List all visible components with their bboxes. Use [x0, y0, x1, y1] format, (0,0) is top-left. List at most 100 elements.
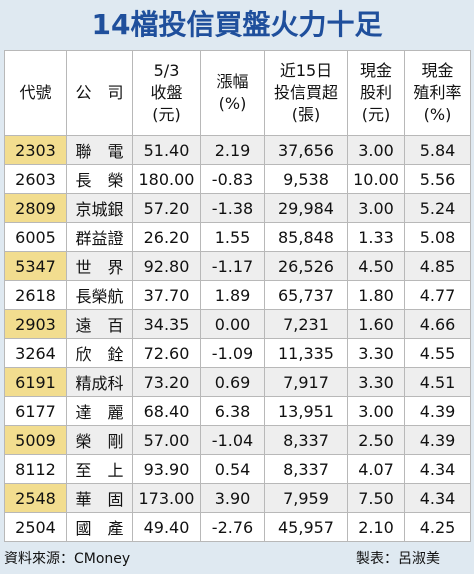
header-cell: 代號 [4, 50, 67, 136]
cell: 92.80 [132, 251, 201, 281]
header-line: 現金 [359, 61, 392, 80]
cell: 京城銀 [66, 193, 133, 223]
cell: 4.34 [404, 454, 471, 484]
cell: 180.00 [132, 164, 201, 194]
cell: 欣 銓 [66, 338, 133, 368]
cell: 至 上 [66, 454, 133, 484]
cell: -1.38 [200, 193, 265, 223]
code-cell: 6005 [4, 222, 67, 252]
cell: 1.33 [347, 222, 405, 252]
cell: 達 麗 [66, 396, 133, 426]
cell: 85,848 [264, 222, 348, 252]
cell: 57.00 [132, 425, 201, 455]
footer: 資料來源：CMoney 製表：呂淑美 [4, 546, 470, 570]
table-row: 2618 長榮航 37.70 1.89 65,737 1.80 4.77 [4, 280, 471, 310]
table-row: 2504 國 產 49.40 -2.76 45,957 2.10 4.25 [4, 512, 471, 542]
table-row: 6005 群益證 26.20 1.55 85,848 1.33 5.08 [4, 222, 471, 252]
cell: 7.50 [347, 483, 405, 513]
header-line: (元) [361, 105, 391, 124]
cell: 3.00 [347, 193, 405, 223]
cell: 0.69 [200, 367, 265, 397]
header-line: 5/3 [153, 61, 180, 80]
cell: 5.56 [404, 164, 471, 194]
cell: 65,737 [264, 280, 348, 310]
cell: 聯 電 [66, 135, 133, 165]
table-row: 2903 遠 百 34.35 0.00 7,231 1.60 4.66 [4, 309, 471, 339]
cell: 4.85 [404, 251, 471, 281]
table-row: 3264 欣 銓 72.60 -1.09 11,335 3.30 4.55 [4, 338, 471, 368]
author: 製表：呂淑美 [356, 551, 440, 567]
table-row: 2303 聯 電 51.40 2.19 37,656 3.00 5.84 [4, 135, 471, 165]
code-cell: 6177 [4, 396, 67, 426]
header-line: 現金 [421, 61, 454, 80]
cell: 3.30 [347, 367, 405, 397]
cell: 5.84 [404, 135, 471, 165]
cell: 4.66 [404, 309, 471, 339]
cell: 4.55 [404, 338, 471, 368]
code-cell: 2809 [4, 193, 67, 223]
header-cell: 近15日 投信買超 (張) [264, 50, 348, 136]
cell: 群益證 [66, 222, 133, 252]
cell: -0.83 [200, 164, 265, 194]
source: 資料來源：CMoney [4, 551, 131, 567]
header-line: (%) [218, 94, 247, 113]
cell: 4.51 [404, 367, 471, 397]
table-row: 2603 長 榮 180.00 -0.83 9,538 10.00 5.56 [4, 164, 471, 194]
cell: 1.89 [200, 280, 265, 310]
cell: 3.00 [347, 135, 405, 165]
header-line: (張) [291, 105, 321, 124]
table-row: 2548 華 固 173.00 3.90 7,959 7.50 4.34 [4, 483, 471, 513]
cell: 0.00 [200, 309, 265, 339]
code-cell: 5347 [4, 251, 67, 281]
table-row: 2809 京城銀 57.20 -1.38 29,984 3.00 5.24 [4, 193, 471, 223]
cell: 3.90 [200, 483, 265, 513]
cell: 長 榮 [66, 164, 133, 194]
cell: -1.17 [200, 251, 265, 281]
cell: 7,917 [264, 367, 348, 397]
cell: 9,538 [264, 164, 348, 194]
table-row: 5347 世 界 92.80 -1.17 26,526 4.50 4.85 [4, 251, 471, 281]
code-cell: 8112 [4, 454, 67, 484]
code-cell: 3264 [4, 338, 67, 368]
cell: 2.19 [200, 135, 265, 165]
cell: 37.70 [132, 280, 201, 310]
header-line: 殖利率 [413, 83, 462, 102]
cell: 37,656 [264, 135, 348, 165]
header-line: 投信買超 [273, 83, 338, 102]
header-line: 漲幅 [216, 72, 249, 91]
cell: 4.50 [347, 251, 405, 281]
header-cell: 公 司 [66, 50, 133, 136]
cell: 49.40 [132, 512, 201, 542]
cell: 11,335 [264, 338, 348, 368]
cell: -1.09 [200, 338, 265, 368]
header-line: 收盤 [150, 83, 183, 102]
cell: 1.80 [347, 280, 405, 310]
code-cell: 6191 [4, 367, 67, 397]
table-row: 8112 至 上 93.90 0.54 8,337 4.07 4.34 [4, 454, 471, 484]
header-cell: 現金 殖利率 (%) [404, 50, 471, 136]
cell: 3.30 [347, 338, 405, 368]
cell: 4.07 [347, 454, 405, 484]
code-cell: 5009 [4, 425, 67, 455]
cell: 國 產 [66, 512, 133, 542]
cell: 遠 百 [66, 309, 133, 339]
code-cell: 2603 [4, 164, 67, 194]
cell: 1.55 [200, 222, 265, 252]
cell: 4.77 [404, 280, 471, 310]
cell: -1.04 [200, 425, 265, 455]
header-line: 公 司 [75, 83, 124, 102]
cell: -2.76 [200, 512, 265, 542]
cell: 29,984 [264, 193, 348, 223]
code-cell: 2903 [4, 309, 67, 339]
header-line: 代號 [19, 83, 52, 102]
cell: 8,337 [264, 425, 348, 455]
cell: 精成科 [66, 367, 133, 397]
cell: 51.40 [132, 135, 201, 165]
code-cell: 2548 [4, 483, 67, 513]
cell: 72.60 [132, 338, 201, 368]
cell: 3.00 [347, 396, 405, 426]
table-row: 5009 榮 剛 57.00 -1.04 8,337 2.50 4.39 [4, 425, 471, 455]
header-line: (元) [152, 105, 181, 124]
table-row: 6177 達 麗 68.40 6.38 13,951 3.00 4.39 [4, 396, 471, 426]
cell: 7,231 [264, 309, 348, 339]
